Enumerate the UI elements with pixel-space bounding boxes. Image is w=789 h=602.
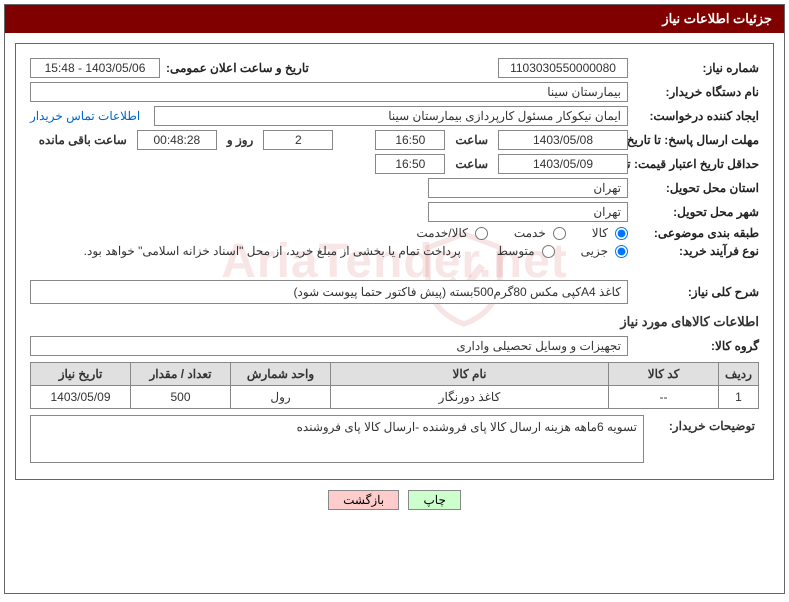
days-label: روز و — [227, 133, 254, 147]
general-desc-field: کاغذ A4کپی مکس 80گرم500بسته (پیش فاکتور … — [30, 280, 628, 304]
need-number-label: شماره نیاز: — [634, 61, 759, 75]
process-medium-radio[interactable]: متوسط — [497, 244, 555, 258]
th-qty: تعداد / مقدار — [131, 363, 231, 386]
radio-goods-service[interactable] — [475, 227, 488, 240]
radio-service-label: خدمت — [514, 226, 546, 240]
need-number-field: 1103030550000080 — [498, 58, 628, 78]
category-service-radio[interactable]: خدمت — [514, 226, 566, 240]
process-label: نوع فرآیند خرید: — [634, 244, 759, 258]
radio-goods[interactable] — [615, 227, 628, 240]
radio-medium-label: متوسط — [497, 244, 535, 258]
requester-field: ایمان نیکوکار مسئول کارپردازی بیمارستان … — [154, 106, 628, 126]
buyer-notes-label: توضیحات خریدار: — [644, 415, 759, 463]
cell-row: 1 — [719, 386, 759, 409]
requester-label: ایجاد کننده درخواست: — [634, 109, 759, 123]
delivery-city-field: تهران — [428, 202, 628, 222]
print-button[interactable]: چاپ — [408, 490, 460, 510]
radio-medium[interactable] — [542, 245, 555, 258]
category-goods-service-radio[interactable]: کالا/خدمت — [416, 226, 487, 240]
time-remaining-field: 00:48:28 — [137, 130, 217, 150]
process-partial-radio[interactable]: جزیی — [581, 244, 628, 258]
goods-group-label: گروه کالا: — [634, 339, 759, 353]
price-validity-time-field: 16:50 — [375, 154, 445, 174]
goods-group-field: تجهیزات و وسایل تحصیلی واداری — [30, 336, 628, 356]
price-validity-date-field: 1403/05/09 — [498, 154, 628, 174]
response-date-field: 1403/05/08 — [498, 130, 628, 150]
delivery-province-label: استان محل تحویل: — [634, 181, 759, 195]
announce-datetime-field: 1403/05/06 - 15:48 — [30, 58, 160, 78]
th-code: کد کالا — [609, 363, 719, 386]
main-panel: جزئیات اطلاعات نیاز AriaTender.net شماره… — [4, 4, 785, 594]
cell-name: کاغذ دورنگار — [331, 386, 609, 409]
cell-unit: رول — [231, 386, 331, 409]
radio-goods-label: کالا — [592, 226, 608, 240]
remaining-label: ساعت باقی مانده — [39, 133, 127, 147]
buyer-org-label: نام دستگاه خریدار: — [634, 85, 759, 99]
buyer-contact-link[interactable]: اطلاعات تماس خریدار — [30, 109, 140, 123]
delivery-city-label: شهر محل تحویل: — [634, 205, 759, 219]
goods-table: ردیف کد کالا نام کالا واحد شمارش تعداد /… — [30, 362, 759, 409]
th-date: تاریخ نیاز — [31, 363, 131, 386]
general-desc-label: شرح کلی نیاز: — [634, 285, 759, 299]
radio-partial[interactable] — [615, 245, 628, 258]
buyer-notes-field: تسویه 6ماهه هزینه ارسال کالا پای فروشنده… — [30, 415, 644, 463]
buyer-notes-box: توضیحات خریدار: تسویه 6ماهه هزینه ارسال … — [30, 415, 759, 463]
buyer-org-field: بیمارستان سینا — [30, 82, 628, 102]
goods-info-title: اطلاعات کالاهای مورد نیاز — [30, 314, 759, 330]
response-time-field: 16:50 — [375, 130, 445, 150]
payment-note: پرداخت تمام یا بخشی از مبلغ خرید، از محل… — [84, 244, 461, 258]
announce-datetime-label: تاریخ و ساعت اعلان عمومی: — [166, 61, 309, 75]
time-label-2: ساعت — [455, 157, 488, 171]
radio-goods-service-label: کالا/خدمت — [416, 226, 467, 240]
panel-header: جزئیات اطلاعات نیاز — [5, 5, 784, 33]
th-row: ردیف — [719, 363, 759, 386]
response-deadline-label: مهلت ارسال پاسخ: تا تاریخ: — [634, 133, 759, 147]
delivery-province-field: تهران — [428, 178, 628, 198]
panel-title: جزئیات اطلاعات نیاز — [662, 11, 772, 26]
cell-qty: 500 — [131, 386, 231, 409]
radio-service[interactable] — [553, 227, 566, 240]
table-header-row: ردیف کد کالا نام کالا واحد شمارش تعداد /… — [31, 363, 759, 386]
table-row: 1 -- کاغذ دورنگار رول 500 1403/05/09 — [31, 386, 759, 409]
th-name: نام کالا — [331, 363, 609, 386]
time-label-1: ساعت — [455, 133, 488, 147]
cell-date: 1403/05/09 — [31, 386, 131, 409]
button-row: چاپ بازگشت — [5, 490, 784, 510]
category-goods-radio[interactable]: کالا — [592, 226, 628, 240]
days-remaining-field: 2 — [263, 130, 333, 150]
content-area: شماره نیاز: 1103030550000080 تاریخ و ساع… — [15, 43, 774, 480]
cell-code: -- — [609, 386, 719, 409]
radio-partial-label: جزیی — [581, 244, 608, 258]
category-label: طبقه بندی موضوعی: — [634, 226, 759, 240]
back-button[interactable]: بازگشت — [328, 490, 399, 510]
price-validity-label: حداقل تاریخ اعتبار قیمت: تا تاریخ: — [634, 157, 759, 171]
th-unit: واحد شمارش — [231, 363, 331, 386]
